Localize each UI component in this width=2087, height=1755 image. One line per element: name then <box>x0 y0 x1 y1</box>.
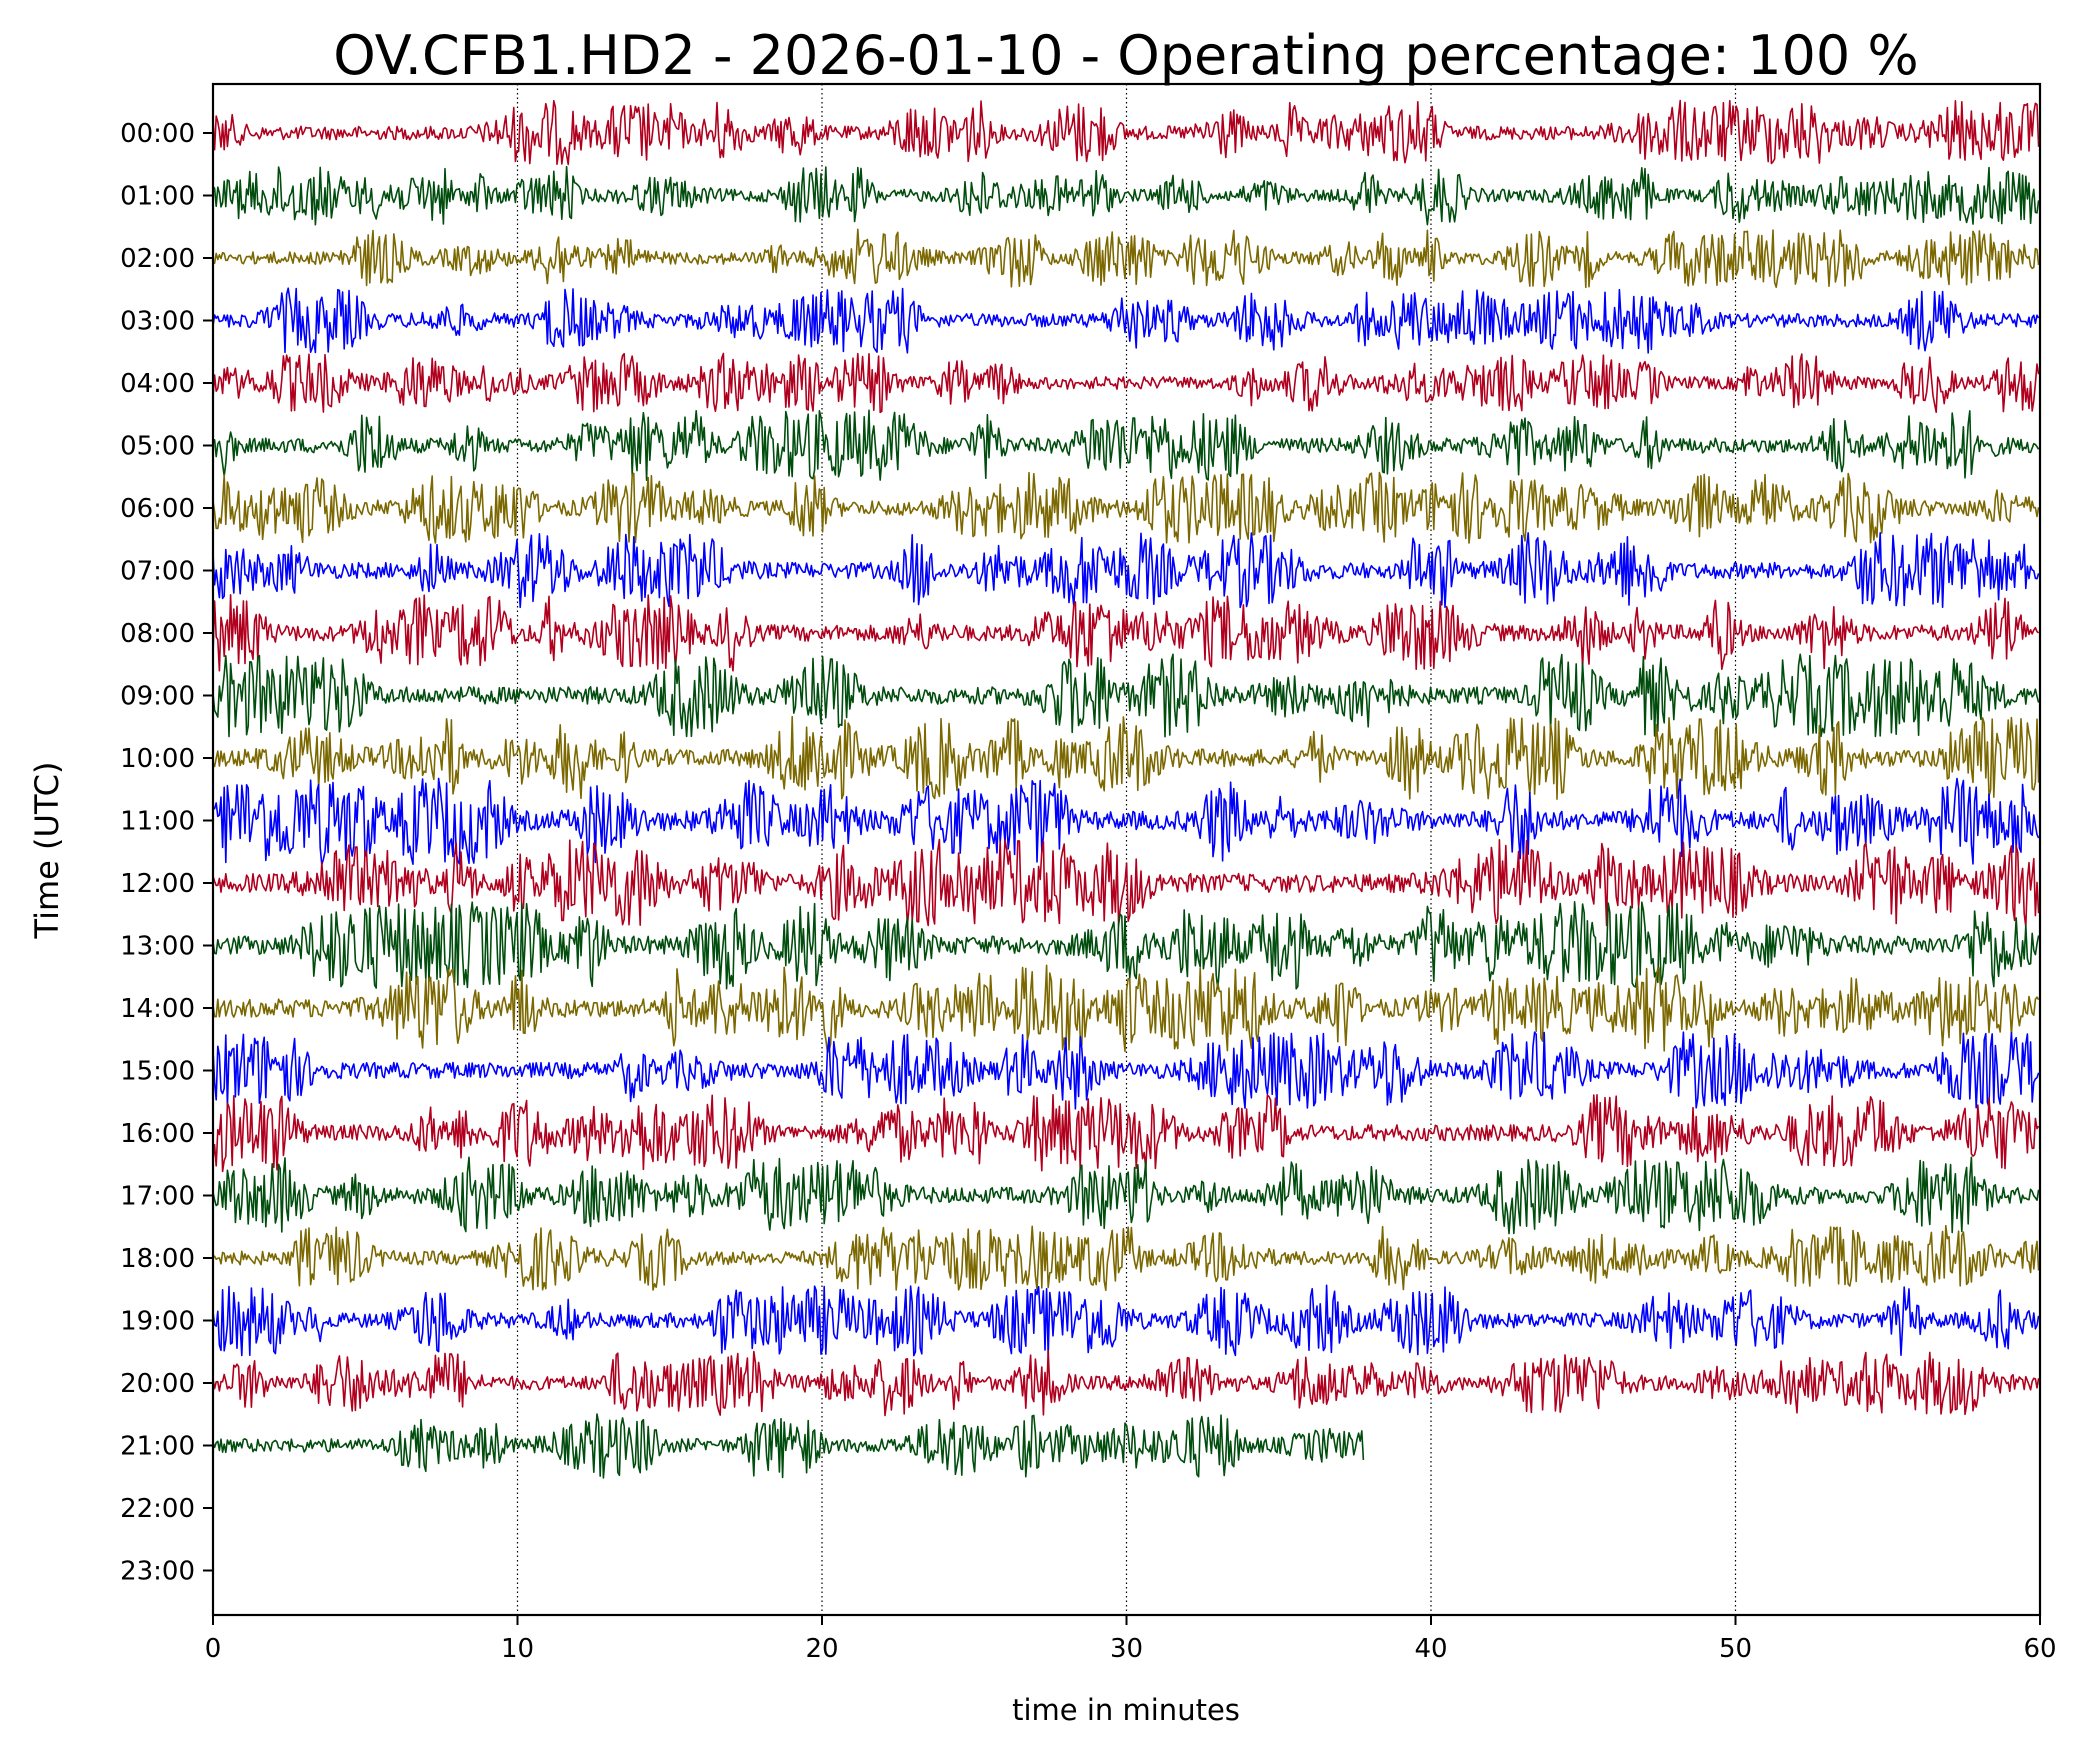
y-tick-label-5: 05:00 <box>120 432 195 462</box>
x-axis-ticks: 0 10 20 30 40 50 60 <box>205 1615 2057 1664</box>
trace-1800 <box>212 1224 2040 1292</box>
y-axis-ticks: 00:00 01:00 02:00 03:00 04:00 05:00 06:00 07:00… <box>120 119 213 1587</box>
x-tick-label-3: 30 <box>1110 1634 1143 1664</box>
y-tick-label-18: 18:00 <box>120 1244 195 1274</box>
y-tick-label-0: 00:00 <box>120 119 195 149</box>
y-tick-label-8: 08:00 <box>120 619 195 649</box>
trace-layer <box>212 99 2040 1479</box>
trace-1600 <box>212 1094 2040 1173</box>
y-tick-label-19: 19:00 <box>120 1307 195 1337</box>
y-tick-label-13: 13:00 <box>120 932 195 962</box>
trace-1500 <box>212 1031 2040 1110</box>
trace-0100 <box>212 165 2040 226</box>
y-tick-label-17: 17:00 <box>120 1182 195 1212</box>
x-tick-label-6: 60 <box>2023 1634 2056 1664</box>
y-tick-label-9: 09:00 <box>120 682 195 712</box>
y-tick-label-16: 16:00 <box>120 1119 195 1149</box>
y-tick-label-2: 02:00 <box>120 244 195 274</box>
y-tick-label-12: 12:00 <box>120 869 195 899</box>
trace-1400 <box>212 964 2040 1053</box>
trace-0000 <box>212 99 2040 166</box>
y-tick-label-20: 20:00 <box>120 1369 195 1399</box>
x-tick-label-2: 20 <box>805 1634 838 1664</box>
y-tick-label-6: 06:00 <box>120 494 195 524</box>
y-tick-label-11: 11:00 <box>120 807 195 837</box>
y-tick-label-14: 14:00 <box>120 994 195 1024</box>
trace-0200 <box>212 228 2040 289</box>
trace-1900 <box>212 1284 2040 1357</box>
trace-2000 <box>212 1350 2040 1417</box>
trace-1200 <box>212 838 2040 928</box>
chart-title: OV.CFB1.HD2 - 2026-01-10 - Operating per… <box>333 24 1919 87</box>
y-tick-label-7: 07:00 <box>120 557 195 587</box>
x-tick-label-1: 10 <box>501 1634 534 1664</box>
trace-1000 <box>212 715 2040 800</box>
x-tick-label-5: 50 <box>1719 1634 1752 1664</box>
trace-1100 <box>212 777 2040 866</box>
trace-2100 <box>212 1413 1365 1479</box>
trace-0700 <box>212 532 2040 609</box>
y-tick-label-4: 04:00 <box>120 369 195 399</box>
trace-0800 <box>212 594 2040 672</box>
y-tick-label-3: 03:00 <box>120 307 195 337</box>
y-tick-label-22: 22:00 <box>120 1494 195 1524</box>
x-tick-label-4: 40 <box>1414 1634 1447 1664</box>
x-axis-label: time in minutes <box>1012 1693 1240 1727</box>
y-tick-label-15: 15:00 <box>120 1057 195 1087</box>
trace-0500 <box>212 409 2040 481</box>
trace-0600 <box>212 471 2040 544</box>
y-tick-label-21: 21:00 <box>120 1432 195 1462</box>
trace-0300 <box>212 287 2040 354</box>
y-tick-label-1: 01:00 <box>120 182 195 212</box>
y-axis-label: Time (UTC) <box>28 762 66 940</box>
trace-0900 <box>212 653 2040 738</box>
y-tick-label-10: 10:00 <box>120 744 195 774</box>
x-tick-label-0: 0 <box>205 1634 222 1664</box>
trace-1700 <box>212 1156 2040 1235</box>
grid-lines <box>516 84 1737 1615</box>
y-tick-label-23: 23:00 <box>120 1557 195 1587</box>
trace-1300 <box>212 901 2040 990</box>
trace-0400 <box>212 352 2040 414</box>
